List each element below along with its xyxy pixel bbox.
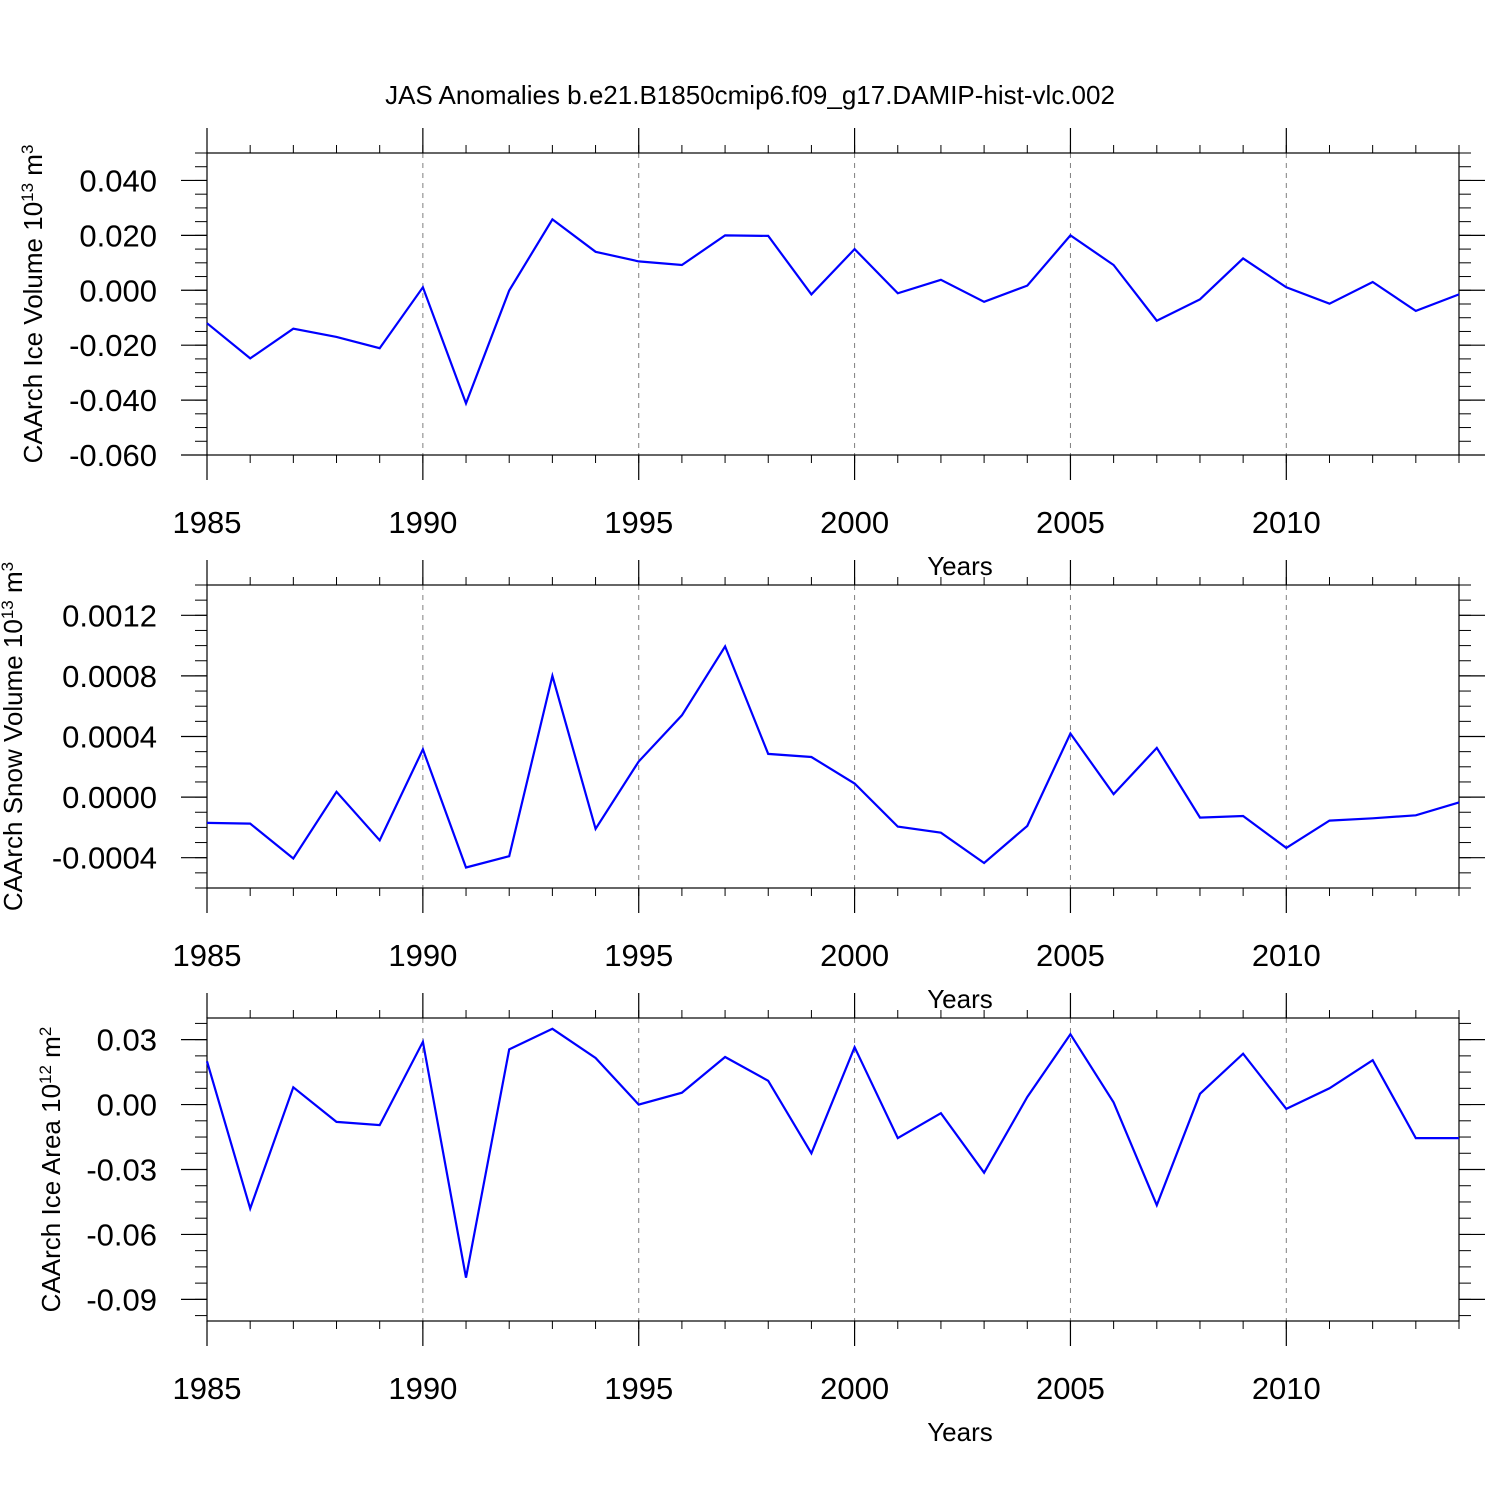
y-tick-label: 0.0012 [62, 598, 157, 633]
y-tick-label: -0.0004 [52, 841, 157, 876]
x-tick-label: 2005 [1036, 505, 1105, 540]
x-tick-label: 2010 [1252, 938, 1321, 973]
series-line [205, 1027, 1459, 1278]
plot-frame [206, 584, 1460, 889]
figure-title: JAS Anomalies b.e21.B1850cmip6.f09_g17.D… [385, 80, 1115, 110]
x-tick-label: 2005 [1036, 938, 1105, 973]
x-axis-label: Years [927, 551, 993, 581]
y-tick-label: 0.040 [79, 163, 157, 198]
x-tick-label: 1995 [604, 505, 673, 540]
panel-3: 1985 1990 1995 2000 2005 2010 -0.09 -0.06 -0.03 0… [36, 993, 1485, 1447]
y-tick-label: 0.00 [97, 1088, 157, 1123]
plot-frame [206, 152, 1460, 456]
y-tick-label: 0.0004 [62, 720, 157, 755]
y-axis-label: CAArch Ice Volume 1013 m3 [18, 145, 49, 464]
x-tick-label: 1990 [388, 505, 457, 540]
y-tick-label: -0.020 [69, 328, 157, 363]
y-tick-label: 0.0008 [62, 659, 157, 694]
x-tick-label: 1990 [388, 1371, 457, 1406]
y-tick-label: -0.040 [69, 383, 157, 418]
y-axis-label: CAArch Ice Area 1012 m2 [36, 1027, 67, 1313]
x-tick-label: 2000 [820, 1371, 889, 1406]
x-tick-label: 2005 [1036, 1371, 1105, 1406]
x-tick-label: 2000 [820, 938, 889, 973]
x-axis-label: Years [927, 984, 993, 1014]
panel-2: 1985 1990 1995 2000 2005 2010 -0.0004 0.0000 0.0… [0, 560, 1485, 1014]
y-axis-label: CAArch Snow Volume 1013 m3 [0, 562, 28, 911]
x-tick-label: 2010 [1252, 1371, 1321, 1406]
series-line [206, 643, 1460, 869]
x-tick-label: 2010 [1252, 505, 1321, 540]
y-tick-label: -0.060 [69, 438, 157, 473]
x-tick-label: 1985 [173, 1371, 242, 1406]
series-line [206, 217, 1460, 407]
y-tick-label: 0.020 [79, 218, 157, 253]
y-tick-label: 0.03 [97, 1023, 157, 1058]
y-tick-label: 0.000 [79, 273, 157, 308]
x-tick-label: 1995 [604, 1371, 673, 1406]
x-tick-label: 2000 [820, 505, 889, 540]
x-tick-label: 1985 [173, 505, 242, 540]
y-tick-label: -0.09 [86, 1282, 157, 1317]
x-tick-label: 1995 [604, 938, 673, 973]
x-tick-label: 1985 [173, 938, 242, 973]
plot-frame [206, 1017, 1460, 1322]
y-tick-label: -0.06 [86, 1217, 157, 1252]
x-axis-label: Years [927, 1417, 993, 1447]
y-tick-label: -0.03 [86, 1153, 157, 1188]
panel-1: 1985 1990 1995 2000 2005 2010 -0.060 -0.040 -0.0… [18, 128, 1485, 581]
y-tick-label: 0.0000 [62, 780, 157, 815]
x-tick-label: 1990 [388, 938, 457, 973]
